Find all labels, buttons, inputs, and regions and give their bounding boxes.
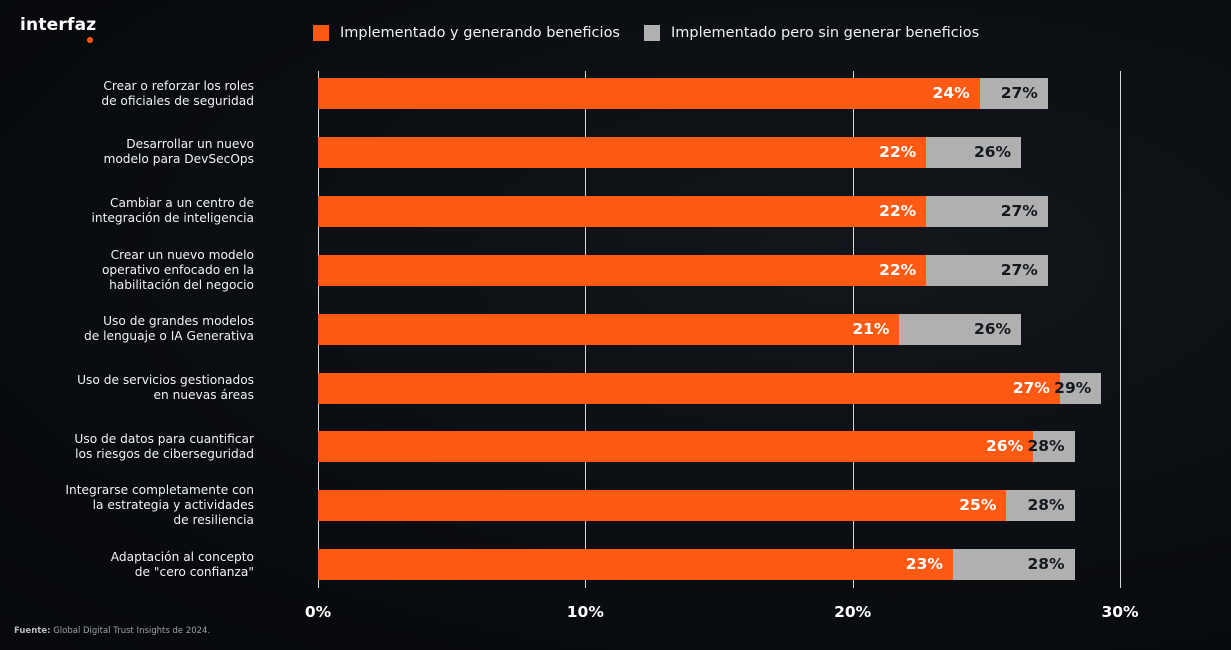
category-label: Adaptación al concepto de "cero confianza…: [110, 549, 254, 579]
bar-value-label-generating: 27%: [1012, 378, 1050, 397]
legend-label: Implementado y generando beneficios: [340, 25, 620, 41]
legend-swatch-gray: [644, 25, 660, 41]
category-label: Uso de grandes modelos de lenguaje o IA G…: [83, 314, 254, 344]
bar-not-generating: [1059, 372, 1102, 404]
bar-value-label-generating: 23%: [905, 555, 943, 574]
bar-generating: [318, 313, 900, 345]
bar-generating: [318, 431, 1034, 463]
bar-generating: [318, 254, 927, 286]
category-label: Desarrollar un nuevo modelo para DevSecOp…: [103, 137, 254, 167]
category-label: Uso de datos para cuantificar los riesgos…: [74, 431, 254, 461]
legend-item-not-generating: Implementado pero sin generar beneficios: [644, 25, 979, 41]
bar-value-label-not-generating: 26%: [973, 319, 1012, 338]
logo-dot-icon: [87, 37, 93, 43]
bar-generating: [318, 78, 980, 109]
gridline: [1120, 71, 1121, 588]
bar-not-generating: [1006, 490, 1075, 522]
bar-generating: [318, 490, 1007, 522]
interfaz-logo: interfaz: [20, 15, 97, 35]
bar-value-label-not-generating: 29%: [1054, 378, 1092, 397]
bar-value-label-generating: 22%: [879, 260, 917, 279]
bar-not-generating: [926, 195, 1048, 227]
bar-not-generating: [979, 78, 1048, 109]
source-footnote: Fuente: Global Digital Trust Insights de…: [14, 626, 210, 636]
source-prefix: Fuente:: [14, 626, 51, 636]
bar-value-label-not-generating: 27%: [1000, 201, 1038, 220]
bar-value-label-generating: 26%: [986, 437, 1024, 456]
bar-value-label-generating: 21%: [852, 319, 890, 338]
category-label: Cambiar a un centro de integración de int…: [91, 196, 254, 226]
x-tick-label: 30%: [1101, 603, 1139, 621]
category-label: Crear o reforzar los roles de oficiales d…: [101, 78, 254, 108]
bar-value-label-generating: 24%: [932, 84, 970, 102]
legend-label: Implementado pero sin generar beneficios: [671, 25, 980, 41]
x-tick-label: 20%: [834, 603, 872, 621]
x-tick-label: 0%: [304, 603, 332, 621]
chart-legend: Implementado y generando beneficios Impl…: [313, 25, 1003, 41]
category-label: Crear un nuevo modelo operativo enfocado …: [101, 247, 254, 292]
category-label: Uso de servicios gestionados en nuevas ár…: [77, 373, 254, 402]
bar-value-label-not-generating: 27%: [1000, 260, 1038, 279]
bar-value-label-generating: 22%: [879, 201, 917, 220]
bar-generating: [318, 136, 927, 168]
bar-not-generating: [899, 313, 1022, 345]
legend-swatch-orange: [313, 25, 329, 41]
x-tick-label: 10%: [566, 603, 604, 621]
bar-value-label-not-generating: 28%: [1027, 437, 1065, 456]
source-text: Global Digital Trust Insights de 2024.: [53, 626, 211, 636]
bar-not-generating: [952, 549, 1075, 581]
bar-not-generating: [926, 254, 1048, 286]
bar-value-label-generating: 25%: [959, 496, 997, 515]
category-label: Integrarse completamente con la estrategi…: [65, 483, 254, 528]
bar-generating: [318, 372, 1060, 404]
bar-value-label-not-generating: 28%: [1027, 555, 1065, 574]
bar-value-label-not-generating: 28%: [1027, 496, 1065, 515]
bar-generating: [318, 549, 953, 581]
bar-generating: [318, 195, 927, 227]
bar-value-label-not-generating: 27%: [1000, 84, 1038, 102]
bar-value-label-generating: 22%: [879, 142, 917, 161]
bar-value-label-not-generating: 26%: [973, 142, 1012, 161]
legend-item-generating: Implementado y generando beneficios: [313, 25, 620, 41]
bar-not-generating: [1033, 431, 1075, 463]
bar-not-generating: [926, 136, 1022, 168]
